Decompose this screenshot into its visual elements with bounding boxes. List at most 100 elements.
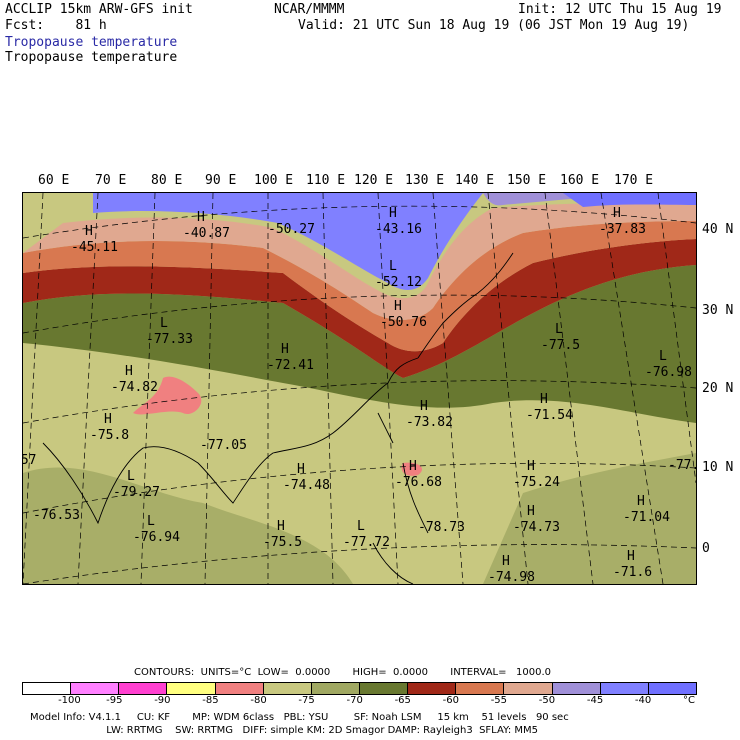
high-marker: H xyxy=(85,224,93,239)
map-labels: H-45.11H-40.87 -50.27H-43.16H-37.83L-52.1… xyxy=(23,206,696,584)
high-marker: H xyxy=(104,412,112,427)
scale-swatch xyxy=(552,683,601,694)
low-marker: L xyxy=(147,514,155,529)
scale-swatch xyxy=(263,683,312,694)
scale-swatch xyxy=(23,683,72,694)
color-scale xyxy=(22,682,697,695)
field-olive-patch-south xyxy=(23,467,353,584)
title-line2-left: Fcst: 81 h xyxy=(5,18,107,33)
extremum-value: -74.98 xyxy=(488,570,535,584)
scale-tick-label: -55 xyxy=(490,695,508,706)
extremum-value: -76.94 xyxy=(133,530,180,545)
extremum-value: -74.48 xyxy=(283,478,330,493)
high-marker: H xyxy=(627,549,635,564)
extremum-value: -45.11 xyxy=(71,240,118,255)
lon-label: 90 E xyxy=(205,173,237,188)
extremum-value: -75.5 xyxy=(263,535,302,550)
extremum-value: -40.87 xyxy=(183,226,230,241)
contours-info: CONTOURS: UNITS=°C LOW= 0.0000 HIGH= 0.0… xyxy=(134,667,552,678)
field-pink-spot-sea xyxy=(401,462,423,476)
high-marker: H xyxy=(409,459,417,474)
map-field-svg: H-45.11H-40.87 -50.27H-43.16H-37.83L-52.1… xyxy=(23,193,696,584)
low-marker: L xyxy=(357,519,365,534)
scale-tick-label: -80 xyxy=(250,695,267,706)
lat-label: 30 N xyxy=(702,303,734,318)
scale-tick-label: -70 xyxy=(346,695,363,706)
lat-label: 20 N xyxy=(702,381,734,396)
scale-swatch xyxy=(119,683,168,694)
extremum-value: -43.16 xyxy=(375,222,422,237)
extremum-value: -77.05 xyxy=(200,438,247,453)
scale-tick-label: -45 xyxy=(586,695,604,706)
scale-swatch xyxy=(648,683,696,694)
scale-swatch xyxy=(167,683,216,694)
extremum-value: -76.68 xyxy=(395,475,442,490)
lon-label: 140 E xyxy=(455,173,495,188)
extremum-value: .57 xyxy=(23,453,36,468)
lon-label: 170 E xyxy=(614,173,654,188)
extremum-value: -79.27 xyxy=(113,485,160,500)
extremum-value: -75.8 xyxy=(90,428,129,443)
high-marker: H xyxy=(297,462,305,477)
extremum-value: -75.24 xyxy=(513,475,560,490)
lon-label: 120 E xyxy=(354,173,394,188)
scale-tick-label: -75 xyxy=(298,695,315,706)
map-panel: H -45.11 H -40.87 -50.27 H -43.16 H -37.83 L -52.1… xyxy=(22,192,697,585)
scale-swatch xyxy=(408,683,457,694)
low-marker: L xyxy=(659,349,667,364)
field-darkred-band xyxy=(23,239,696,378)
title-line2-right: Valid: 21 UTC Sun 18 Aug 19 (06 JST Mon … xyxy=(298,18,690,33)
scale-tick-label: -40 xyxy=(634,695,652,706)
extremum-value: -72.41 xyxy=(267,358,314,373)
high-marker: H xyxy=(389,206,397,221)
scale-swatch xyxy=(311,683,360,694)
field-blue-ne xyxy=(563,193,696,207)
high-marker: H xyxy=(277,519,285,534)
lat-label: 40 N xyxy=(702,222,734,237)
high-marker: H xyxy=(613,206,621,221)
extremum-value: -71.54 xyxy=(526,408,573,423)
field-blue-region xyxy=(93,193,483,290)
low-marker: L xyxy=(127,469,135,484)
lat-label: 10 N xyxy=(702,460,734,475)
lon-label: 130 E xyxy=(405,173,445,188)
field-name-2: Tropopause temperature xyxy=(5,50,178,65)
scale-swatch xyxy=(456,683,505,694)
lon-label: 80 E xyxy=(151,173,183,188)
high-marker: H xyxy=(527,459,535,474)
high-marker: H xyxy=(125,364,133,379)
scale-swatch xyxy=(215,683,264,694)
extremum-value: -78.73 xyxy=(418,520,465,535)
scale-tick-label: -100 xyxy=(58,695,81,706)
field-olive-patch-se xyxy=(483,453,696,584)
extremum-value: -77.33 xyxy=(146,332,193,347)
extremum-value: -76.98 xyxy=(645,365,692,380)
extremum-value: -77.72 xyxy=(343,535,390,550)
title-line1-left: ACCLIP 15km ARW-GFS init xyxy=(5,2,193,17)
model-info-line1: Model Info: V4.1.1 CU: KF MP: WDM 6class… xyxy=(30,712,569,723)
extremum-value: -71.04 xyxy=(623,510,670,525)
lon-label: 60 E xyxy=(38,173,70,188)
scale-swatch xyxy=(359,683,409,694)
extremum-value: -52.12 xyxy=(375,275,422,290)
scale-tick-label: -65 xyxy=(394,695,411,706)
high-marker: H xyxy=(394,299,402,314)
scale-tick-label: -95 xyxy=(106,695,123,706)
scale-tick-label: -85 xyxy=(202,695,219,706)
lat-label: 0 xyxy=(702,541,710,556)
high-marker: H xyxy=(420,399,428,414)
extremum-value: -50.27 xyxy=(268,222,315,237)
extremum-value: -77.5 xyxy=(541,338,580,353)
title-line1-center: NCAR/MMMM xyxy=(274,2,345,17)
high-marker: H xyxy=(281,342,289,357)
coastlines xyxy=(42,252,514,584)
high-marker: H xyxy=(540,392,548,407)
high-marker: H xyxy=(502,554,510,569)
scale-swatch xyxy=(600,683,649,694)
field-name-1: Tropopause temperature xyxy=(5,35,178,50)
lon-label: 150 E xyxy=(507,173,547,188)
extremum-value: -77. xyxy=(668,458,696,473)
extremum-value: -76.53 xyxy=(33,508,80,523)
high-marker: H xyxy=(197,210,205,225)
extremum-value: -74.73 xyxy=(513,520,560,535)
